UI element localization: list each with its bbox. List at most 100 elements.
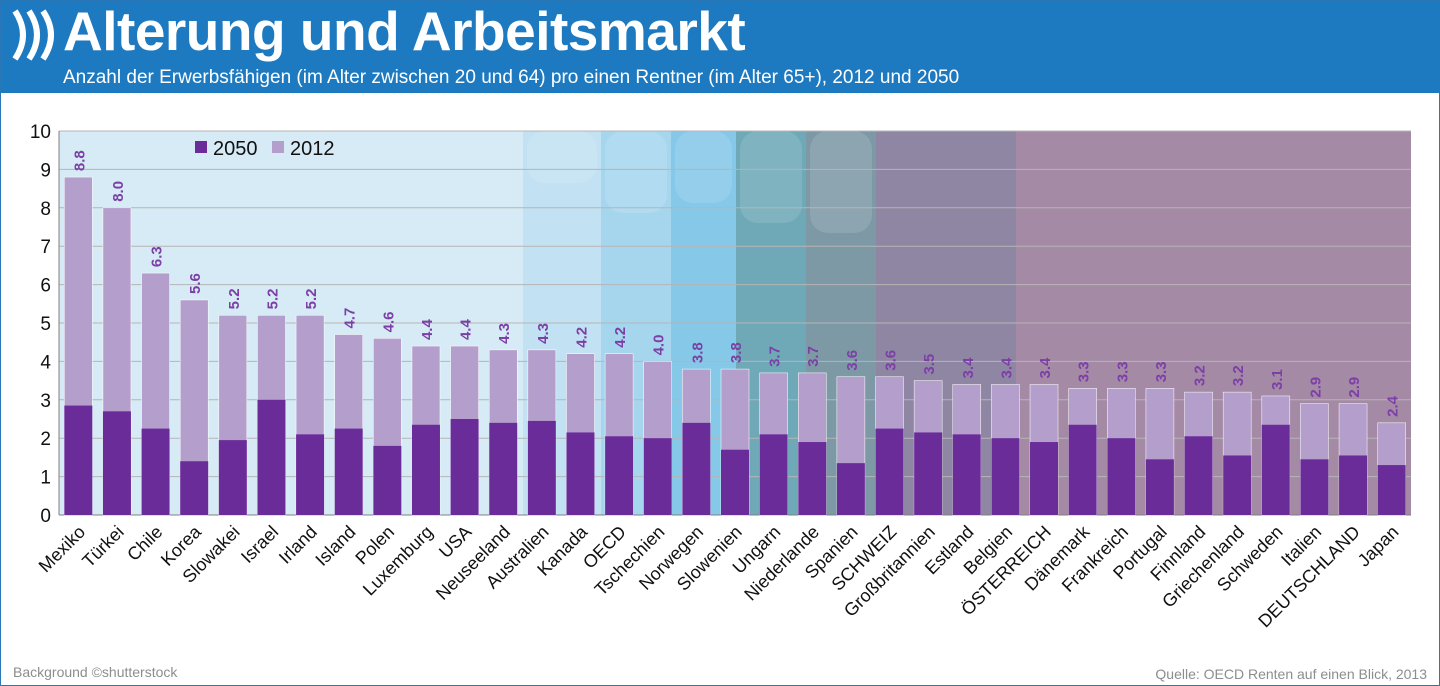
- y-tick-label: 10: [30, 122, 51, 143]
- legend-swatch-2050: [195, 141, 207, 153]
- data-label: 3.6: [844, 350, 861, 371]
- data-label: 3.5: [921, 354, 938, 375]
- data-label: 5.2: [303, 288, 320, 309]
- bar-2050: [1339, 455, 1368, 515]
- data-label: 8.0: [110, 181, 127, 202]
- bars: [64, 176, 1406, 516]
- data-label: 3.4: [998, 357, 1015, 379]
- bar-2050: [952, 434, 981, 515]
- data-label: 3.4: [1037, 357, 1054, 379]
- bar-2050: [141, 428, 170, 515]
- data-label: 8.8: [71, 150, 88, 171]
- bar-2050: [411, 424, 440, 515]
- bar-2050: [682, 422, 711, 515]
- bar-2050: [218, 440, 247, 515]
- bar-2050: [1068, 424, 1097, 515]
- bar-2050: [721, 449, 749, 515]
- bar-2050: [450, 419, 479, 515]
- bar-2050: [759, 434, 788, 515]
- category-label: Mexiko: [35, 522, 89, 576]
- source-note: Quelle: OECD Renten auf einen Blick, 201…: [1155, 666, 1427, 682]
- data-label: 3.4: [960, 357, 977, 379]
- bar-2050: [1300, 459, 1329, 515]
- bar-2050: [798, 442, 827, 515]
- data-label: 3.1: [1269, 369, 1286, 390]
- data-label: 4.2: [612, 327, 629, 348]
- silhouette-highlight: [675, 131, 732, 203]
- y-tick-label: 2: [40, 429, 51, 450]
- data-label: 4.3: [496, 323, 513, 344]
- data-label: 5.6: [187, 273, 204, 294]
- data-label: 5.2: [226, 288, 243, 309]
- page-title: Alterung und Arbeitsmarkt: [63, 0, 746, 62]
- data-label: 2.9: [1307, 377, 1324, 398]
- bar-2050: [643, 438, 672, 515]
- y-tick-label: 6: [40, 276, 51, 297]
- category-label: Irland: [275, 522, 321, 568]
- bar-2050: [296, 434, 325, 515]
- page-subtitle: Anzahl der Erwerbsfähigen (im Alter zwis…: [63, 67, 960, 88]
- data-label: 3.3: [1114, 361, 1131, 382]
- bar-2050: [489, 422, 518, 515]
- bar-2050: [527, 420, 556, 515]
- data-label: 4.4: [419, 319, 436, 341]
- x-axis-labels: MexikoTürkeiChileKoreaSlowakeiIsraelIrla…: [35, 521, 1403, 631]
- category-label: Israel: [237, 522, 282, 567]
- data-label: 2.4: [1385, 395, 1402, 417]
- bar-2050: [1261, 424, 1290, 515]
- bar-2050: [991, 438, 1020, 515]
- oecd-logo-icon: [12, 9, 54, 61]
- data-label: 3.8: [689, 342, 706, 363]
- bar-2050: [1030, 442, 1059, 515]
- y-tick-label: 3: [40, 391, 51, 412]
- y-tick-label: 9: [40, 160, 51, 181]
- bar-2050: [914, 432, 943, 515]
- data-label: 4.7: [342, 308, 359, 329]
- data-label: 6.3: [149, 246, 166, 267]
- bar-2050: [334, 428, 363, 515]
- legend-label-2012: 2012: [290, 138, 335, 160]
- data-label: 3.7: [767, 346, 784, 367]
- data-label: 2.9: [1346, 377, 1363, 398]
- silhouette-highlight: [810, 131, 872, 233]
- y-tick-label: 0: [40, 506, 51, 527]
- bar-2050: [180, 461, 209, 515]
- data-label: 3.2: [1230, 365, 1247, 386]
- bar-2050: [1184, 436, 1213, 515]
- data-label: 3.2: [1192, 365, 1209, 386]
- bar-2050: [1223, 455, 1252, 515]
- data-label: 4.3: [535, 323, 552, 344]
- data-label: 3.3: [1076, 361, 1093, 382]
- bar-2050: [1377, 465, 1406, 515]
- bar-2050: [1107, 438, 1136, 515]
- bar-2050: [1145, 459, 1174, 515]
- bar-2050: [836, 463, 865, 515]
- y-tick-label: 4: [40, 352, 51, 373]
- y-tick-label: 1: [40, 468, 51, 489]
- bar-2050: [605, 436, 634, 515]
- y-tick-label: 8: [40, 199, 51, 220]
- bar-2050: [875, 428, 904, 515]
- y-tick-label: 5: [40, 314, 51, 335]
- silhouette-highlight: [740, 131, 802, 223]
- y-tick-label: 7: [40, 237, 51, 258]
- category-label: Island: [311, 522, 359, 570]
- data-label: 4.0: [651, 335, 668, 356]
- bar-2050: [102, 411, 131, 515]
- header-bar: Alterung und Arbeitsmarkt Anzahl der Erw…: [1, 0, 1440, 93]
- legend: 2050 2012: [195, 138, 335, 160]
- legend-swatch-2012: [272, 141, 284, 153]
- category-label: Türkei: [78, 522, 128, 572]
- silhouette-highlight: [605, 131, 667, 213]
- data-label: 4.4: [458, 319, 475, 341]
- data-label: 3.8: [728, 342, 745, 363]
- background-credit: Background ©shutterstock: [13, 664, 178, 680]
- bar-2050: [257, 399, 286, 515]
- bar-2050: [373, 445, 402, 515]
- legend-label-2050: 2050: [213, 138, 258, 160]
- silhouette-highlight: [527, 131, 597, 183]
- data-label: 5.2: [264, 288, 281, 309]
- data-labels: 8.8 8.0 6.3 5.6 5.2 5.2 5.2 4.7 4.6 4.4 4.4 4.3 4.3 4…: [71, 150, 1401, 417]
- bar-2050: [566, 432, 595, 515]
